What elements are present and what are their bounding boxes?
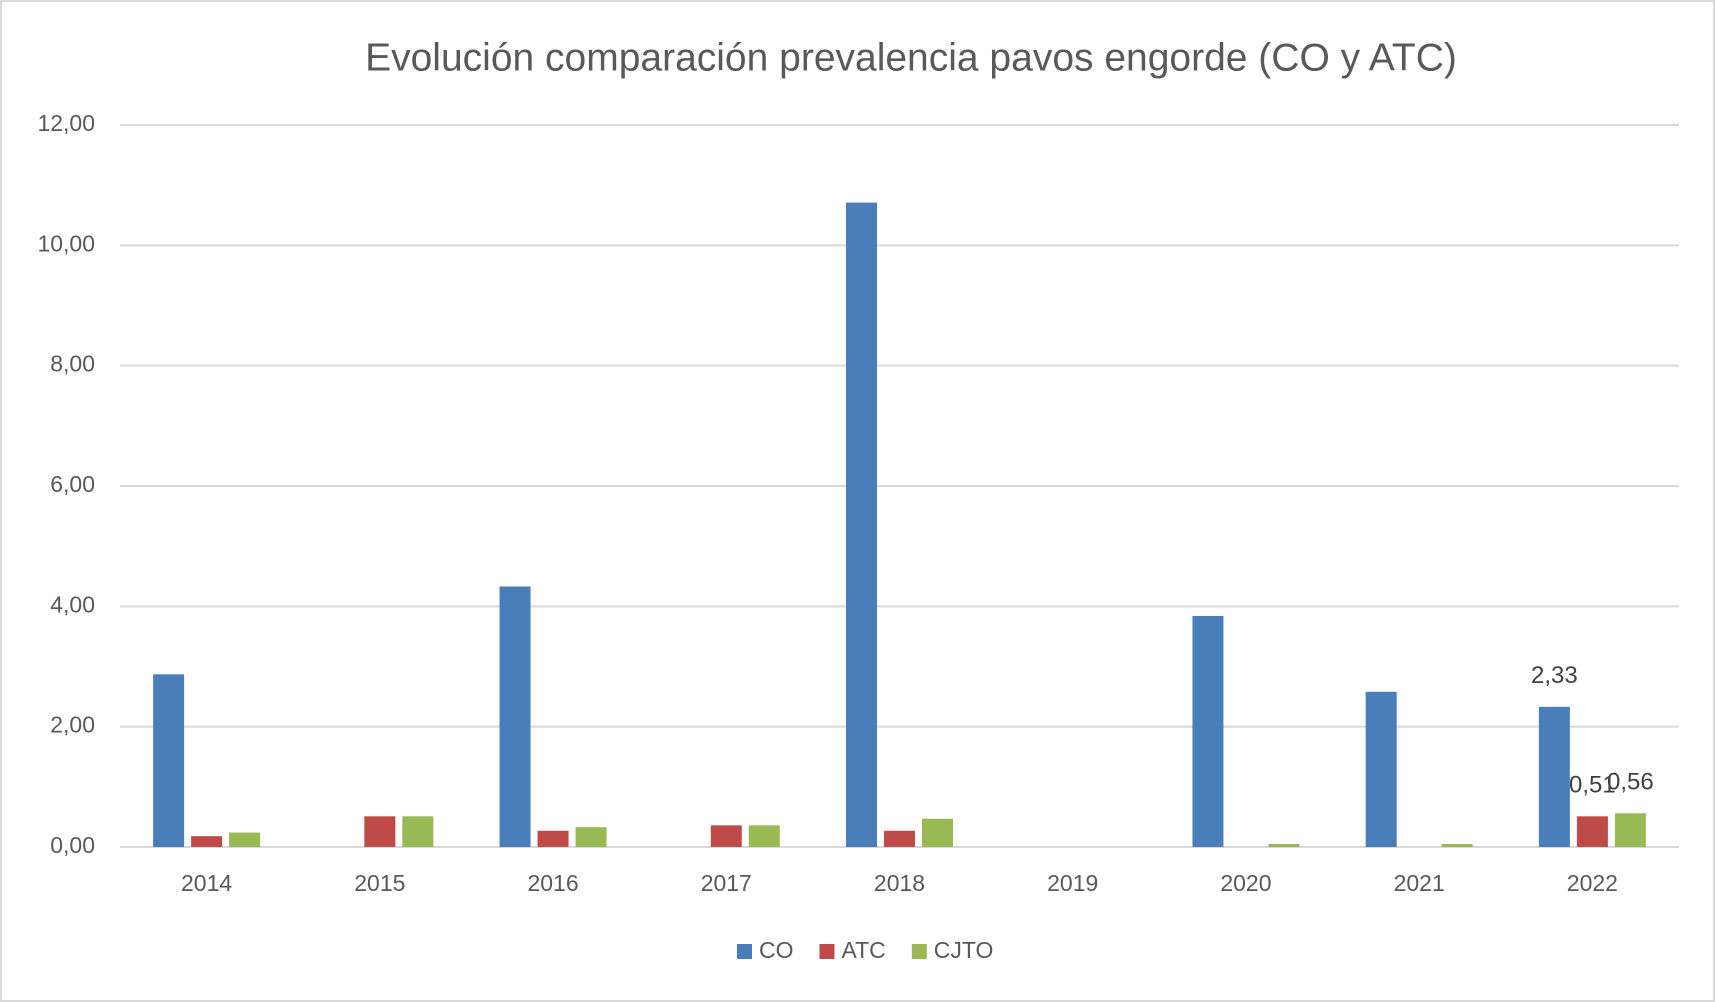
bar: [884, 830, 915, 847]
bar: [537, 830, 569, 847]
y-tick-label: 0,00: [50, 832, 95, 858]
x-tick-label: 2016: [527, 870, 578, 896]
bar: [575, 827, 607, 847]
bar: [191, 836, 223, 847]
bar: [229, 832, 261, 847]
x-tick-label: 2021: [1394, 870, 1445, 896]
bar: [1576, 816, 1608, 847]
bar: [1365, 691, 1397, 847]
x-tick-label: 2022: [1567, 870, 1618, 896]
bar: [153, 674, 185, 847]
bar: [402, 816, 434, 847]
x-tick-label: 2014: [181, 870, 232, 896]
x-tick-label: 2019: [1047, 870, 1098, 896]
bar: [748, 825, 780, 847]
legend-swatch: [911, 944, 927, 959]
bar: [1614, 813, 1646, 847]
chart-title: Evolución comparación prevalencia pavos …: [365, 36, 1457, 79]
y-tick-label: 4,00: [50, 591, 95, 617]
x-tick-label: 2020: [1220, 870, 1271, 896]
data-label: 2,33: [1531, 662, 1578, 689]
legend-label: CJTO: [934, 937, 994, 963]
bar: [710, 825, 742, 847]
y-tick-label: 8,00: [50, 351, 95, 377]
x-tick-label: 2015: [354, 870, 405, 896]
y-tick-label: 2,00: [50, 712, 95, 738]
data-label: 0,51: [1569, 772, 1616, 799]
bar: [1268, 843, 1300, 847]
bar: [364, 816, 396, 847]
legend-swatch: [737, 944, 752, 959]
bar: [922, 818, 953, 847]
bar: [1192, 615, 1224, 847]
legend-label: CO: [759, 937, 794, 963]
y-tick-label: 6,00: [50, 471, 95, 497]
y-tick-label: 12,00: [37, 110, 95, 136]
data-label: 0,56: [1607, 769, 1654, 796]
y-tick-label: 10,00: [37, 230, 95, 256]
bar: [499, 586, 531, 847]
x-tick-label: 2018: [874, 870, 925, 896]
bar: [1441, 843, 1473, 847]
x-tick-label: 2017: [701, 870, 752, 896]
legend-swatch: [819, 944, 835, 959]
legend-label: ATC: [842, 937, 886, 963]
bar: [1538, 706, 1570, 847]
bar: [846, 202, 877, 848]
